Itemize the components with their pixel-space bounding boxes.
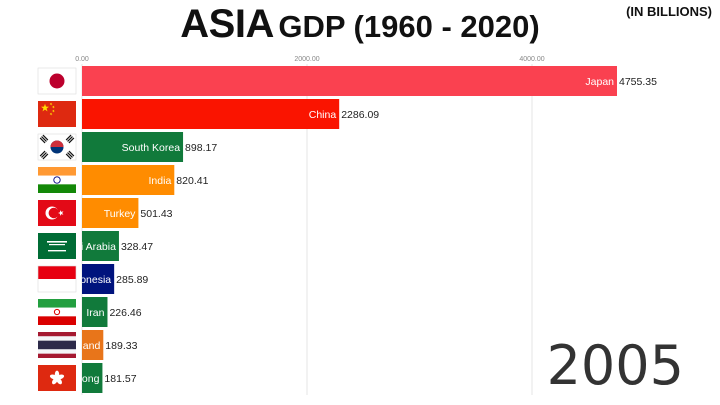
value-label-3: 820.41 bbox=[176, 175, 208, 187]
turkey-flag bbox=[38, 200, 76, 226]
bar-9 bbox=[82, 363, 103, 393]
bar-label-6: onesia bbox=[80, 274, 111, 286]
value-label-9: 181.57 bbox=[104, 373, 136, 385]
iran-flag bbox=[38, 299, 76, 325]
bar-label-7: Iran bbox=[86, 307, 104, 319]
flags bbox=[37, 67, 77, 391]
south-korea-flag bbox=[37, 133, 77, 161]
bar-0 bbox=[82, 66, 617, 96]
bar-2 bbox=[82, 132, 184, 162]
value-label-8: 189.33 bbox=[105, 340, 137, 352]
value-label-1: 2286.09 bbox=[341, 109, 379, 121]
india-flag bbox=[38, 167, 76, 193]
value-label-6: 285.89 bbox=[116, 274, 148, 286]
tick-label-1: 2000.00 bbox=[294, 56, 319, 63]
bar-7 bbox=[82, 297, 108, 327]
title-main: ASIA bbox=[180, 2, 274, 46]
bar-6 bbox=[82, 264, 115, 294]
indonesia-flag bbox=[37, 265, 77, 293]
bar-label-1: China bbox=[309, 109, 337, 121]
tick-label-2: 4000.00 bbox=[519, 56, 544, 63]
bar-8 bbox=[82, 330, 104, 360]
title-rest: GDP (1960 - 2020) bbox=[278, 9, 540, 44]
bar-label-3: India bbox=[149, 175, 172, 187]
value-label-7: 226.46 bbox=[109, 307, 141, 319]
bar-label-2: South Korea bbox=[122, 142, 181, 154]
bar-4 bbox=[82, 198, 139, 228]
value-label-0: 4755.35 bbox=[619, 76, 657, 88]
bar-label-9: ong bbox=[82, 373, 100, 385]
hong-kong-flag bbox=[38, 365, 76, 391]
thailand-flag bbox=[38, 332, 76, 358]
value-label-2: 898.17 bbox=[185, 142, 217, 154]
tick-label-0: 0.00 bbox=[75, 56, 89, 63]
bar-label-8: and bbox=[83, 340, 101, 352]
year-label: 2005 bbox=[546, 334, 684, 397]
saudi-arabia-flag bbox=[38, 233, 76, 259]
chart-title: ASIA GDP (1960 - 2020) bbox=[0, 2, 720, 47]
bar-label-4: Turkey bbox=[104, 208, 136, 220]
value-label-5: 328.47 bbox=[121, 241, 153, 253]
bar-1 bbox=[82, 99, 340, 129]
japan-flag bbox=[37, 67, 77, 95]
bars: Japan 4755.35 China 2286.09 South Korea 898.1… bbox=[80, 66, 657, 393]
bar-label-5: i Arabia bbox=[81, 241, 116, 253]
china-flag bbox=[38, 101, 76, 127]
axis-ticks: 0.00 2000.00 4000.00 bbox=[75, 56, 545, 63]
units-label: (IN BILLIONS) bbox=[626, 4, 712, 19]
bar-5 bbox=[82, 231, 119, 261]
value-label-4: 501.43 bbox=[140, 208, 172, 220]
bar-label-0: Japan bbox=[585, 76, 614, 88]
bar-3 bbox=[82, 165, 175, 195]
